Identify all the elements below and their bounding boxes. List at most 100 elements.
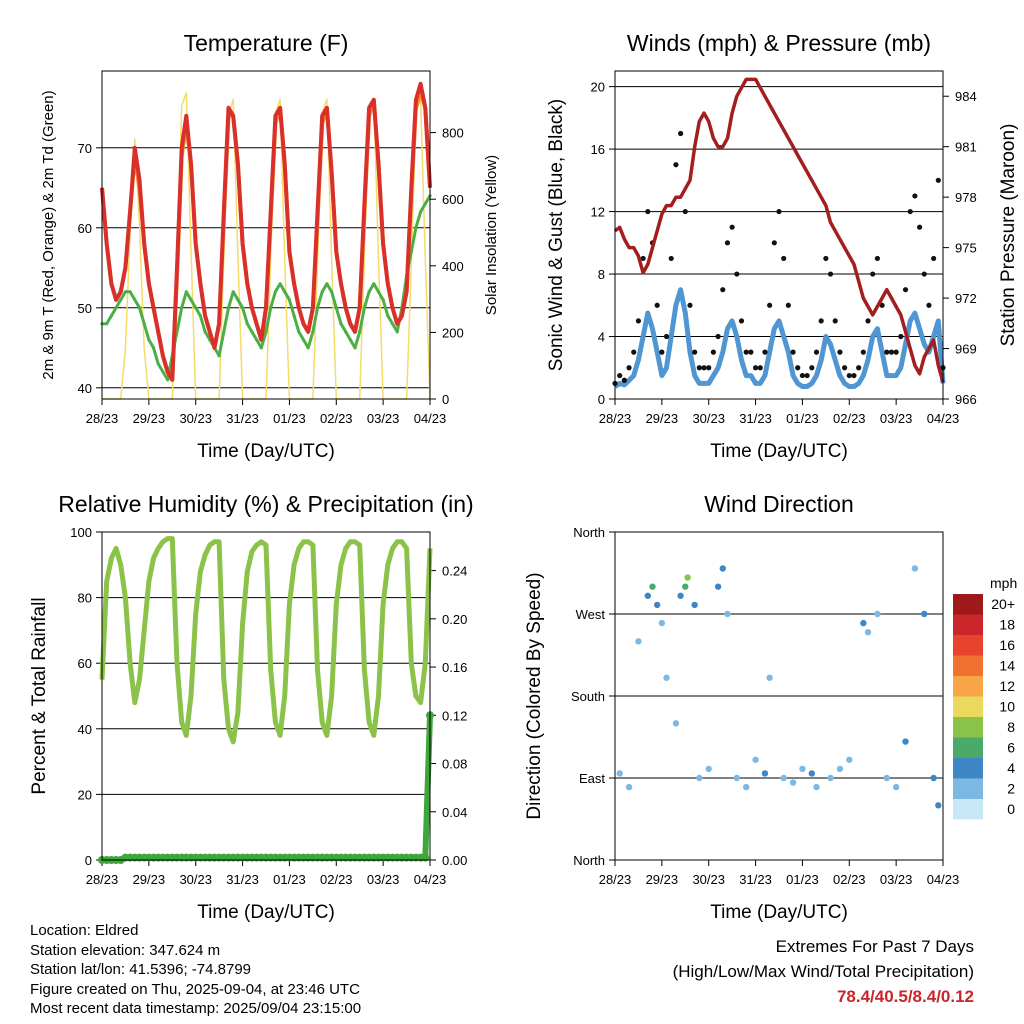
dewpoint-point bbox=[259, 346, 263, 350]
direction-point bbox=[892, 783, 900, 791]
y-axis-label: Percent & Total Rainfall bbox=[29, 597, 50, 794]
dewpoint-point bbox=[301, 338, 306, 342]
dewpoint-point bbox=[334, 306, 338, 310]
dewpoint-point bbox=[114, 306, 118, 310]
dewpoint-point bbox=[273, 290, 277, 294]
temperature-panel: Temperature (F) 28/23 29/23 30/23 31/23 01/23… bbox=[40, 30, 500, 462]
dewpoint-point bbox=[306, 346, 310, 350]
gust-point bbox=[631, 349, 637, 355]
direction-point bbox=[836, 765, 844, 773]
gust-point bbox=[790, 349, 796, 355]
gust-point bbox=[729, 224, 735, 230]
gust-point bbox=[912, 193, 918, 199]
y-axis-label: 2m & 9m T (Red, Orange) & 2m Td (Green) bbox=[40, 90, 57, 379]
y2-tick-label: 0.20 bbox=[442, 612, 467, 627]
dewpoint-point bbox=[245, 322, 249, 326]
gust-point bbox=[678, 130, 684, 137]
gust-point bbox=[851, 372, 857, 379]
gust-point bbox=[827, 271, 834, 277]
legend-title: mph bbox=[990, 575, 1017, 591]
gust-point bbox=[902, 287, 909, 293]
dewpoint-point bbox=[119, 298, 123, 302]
dewpoint-point bbox=[255, 338, 259, 342]
y-tick-label: North bbox=[573, 853, 605, 868]
direction-point bbox=[733, 774, 741, 782]
y-tick-label: South bbox=[571, 689, 605, 704]
direction-point bbox=[752, 756, 759, 763]
x-tick-label: 31/23 bbox=[739, 872, 772, 887]
dewpoint-point bbox=[423, 202, 427, 206]
panel-title: Winds (mph) & Pressure (mb) bbox=[627, 30, 931, 56]
y2-tick-label: 984 bbox=[955, 89, 977, 104]
gust-point bbox=[762, 349, 768, 355]
legend-label: 20+ bbox=[991, 596, 1015, 612]
dewpoint-point bbox=[414, 226, 418, 230]
speed-color-legend: mph 20+ 18 16 14 12 10 8 6 4 2 0 bbox=[953, 575, 1017, 820]
gust-point bbox=[921, 271, 927, 277]
station-info: Location: Eldred Station elevation: 347.… bbox=[30, 921, 361, 1019]
dewpoint-point bbox=[109, 314, 113, 318]
dewpoint-point bbox=[386, 314, 390, 318]
gust-point bbox=[654, 302, 660, 308]
gust-point bbox=[785, 302, 791, 308]
y2-tick-label: 972 bbox=[955, 291, 977, 306]
gust-point bbox=[795, 365, 801, 371]
x-tick-label: 03/23 bbox=[367, 872, 400, 887]
y2-tick-label: 0.04 bbox=[442, 805, 467, 820]
direction-point bbox=[883, 774, 890, 782]
winds-pressure-panel: Winds (mph) & Pressure (mb) 28/23 29/23 30/… bbox=[546, 30, 1019, 462]
gust-point bbox=[687, 302, 693, 308]
legend-label: 0 bbox=[1007, 801, 1015, 817]
gust-point bbox=[668, 255, 674, 262]
x-tick-label: 03/23 bbox=[880, 411, 913, 426]
direction-point bbox=[860, 619, 867, 627]
legend-swatch bbox=[953, 778, 983, 799]
dewpoint-point bbox=[292, 314, 296, 318]
x-tick-label: 28/23 bbox=[599, 411, 632, 426]
figure-created: Figure created on Thu, 2025-09-04, at 23… bbox=[30, 980, 360, 998]
gust-point bbox=[715, 333, 721, 340]
y2-tick-label: 200 bbox=[442, 325, 464, 340]
gust-point bbox=[743, 349, 749, 355]
dewpoint-point bbox=[325, 282, 329, 286]
gust-point bbox=[865, 318, 871, 324]
gust-point bbox=[720, 287, 726, 293]
legend-swatch bbox=[953, 758, 983, 779]
gust-point bbox=[645, 208, 651, 215]
direction-point bbox=[911, 565, 919, 572]
dewpoint-point bbox=[250, 330, 254, 334]
dewpoint-point bbox=[311, 330, 315, 334]
direction-point bbox=[691, 601, 698, 609]
gust-point bbox=[673, 162, 679, 168]
y2-axis-label: Solar Insolation (Yellow) bbox=[483, 155, 500, 315]
panel-title: Temperature (F) bbox=[184, 30, 349, 56]
solar-line bbox=[102, 91, 431, 400]
dewpoint-point bbox=[372, 282, 376, 286]
x-tick-label: 02/23 bbox=[320, 872, 353, 887]
dewpoint-point bbox=[269, 306, 273, 310]
gust-point bbox=[734, 271, 740, 277]
dewpoint-point bbox=[330, 290, 334, 294]
dewpoint-point bbox=[147, 338, 151, 342]
y-tick-label: 50 bbox=[78, 301, 92, 316]
legend-swatch bbox=[953, 717, 983, 738]
x-tick-label: 02/23 bbox=[833, 872, 866, 887]
direction-point bbox=[653, 601, 661, 609]
y-tick-label: 16 bbox=[591, 142, 605, 157]
legend-swatch bbox=[953, 676, 983, 697]
gust-point bbox=[692, 349, 698, 355]
x-tick-label: 29/23 bbox=[133, 872, 166, 887]
dewpoint-point bbox=[217, 354, 221, 358]
direction-point bbox=[799, 765, 806, 773]
y-tick-label: 0 bbox=[85, 853, 92, 868]
gust-point bbox=[640, 255, 646, 262]
y2-tick-label: 0 bbox=[442, 392, 449, 407]
gust-point bbox=[757, 365, 763, 371]
legend-label: 4 bbox=[1007, 760, 1015, 776]
plot-border bbox=[614, 531, 944, 861]
station-latlon: Station lat/lon: 41.5396; -74.8799 bbox=[30, 961, 252, 978]
gust-point bbox=[870, 271, 876, 277]
legend-label: 8 bbox=[1007, 719, 1015, 735]
legend-label: 2 bbox=[1007, 781, 1015, 797]
dewpoint-point bbox=[362, 306, 366, 310]
